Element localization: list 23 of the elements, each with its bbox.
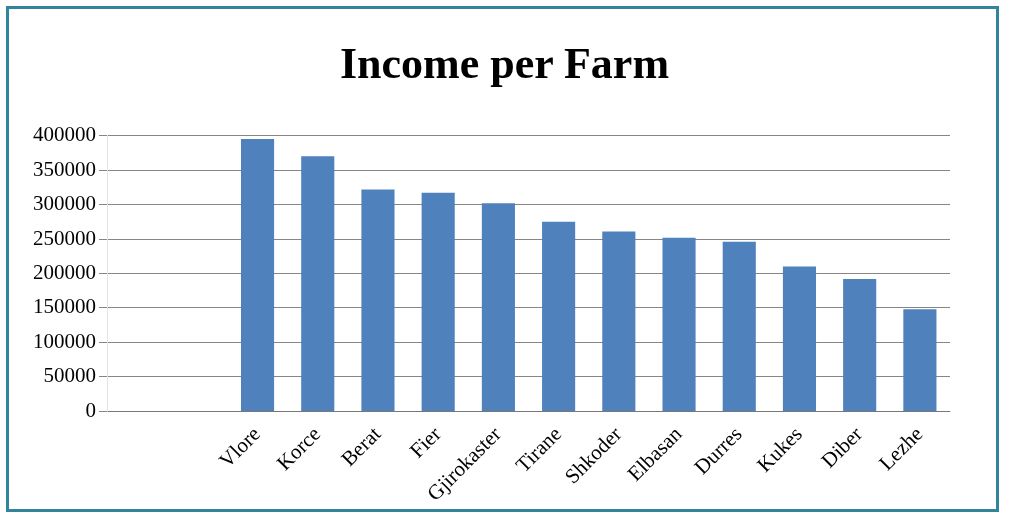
bar: [722, 241, 756, 411]
bar: [481, 203, 515, 411]
y-tick-label: 300000: [33, 191, 96, 216]
bar: [542, 221, 576, 411]
bar: [301, 156, 335, 411]
y-tick-label: 50000: [43, 363, 96, 388]
bar: [602, 231, 636, 411]
bar: [361, 189, 395, 411]
y-tick-label: 100000: [33, 328, 96, 353]
y-tick-label: 200000: [33, 260, 96, 285]
bar: [421, 192, 455, 411]
x-tick-label: Vlore: [214, 421, 265, 473]
bar: [662, 237, 696, 411]
y-tick-label: 400000: [33, 122, 96, 147]
y-tick-label: 250000: [33, 225, 96, 250]
bar: [903, 309, 937, 411]
bar: [782, 266, 817, 411]
y-tick-label: 0: [85, 397, 96, 422]
y-tick-label: 150000: [33, 294, 96, 319]
bar: [240, 139, 275, 411]
y-tick-label: 350000: [33, 156, 96, 181]
bar: [843, 279, 877, 411]
chart-title: Income per Farm: [338, 38, 671, 89]
